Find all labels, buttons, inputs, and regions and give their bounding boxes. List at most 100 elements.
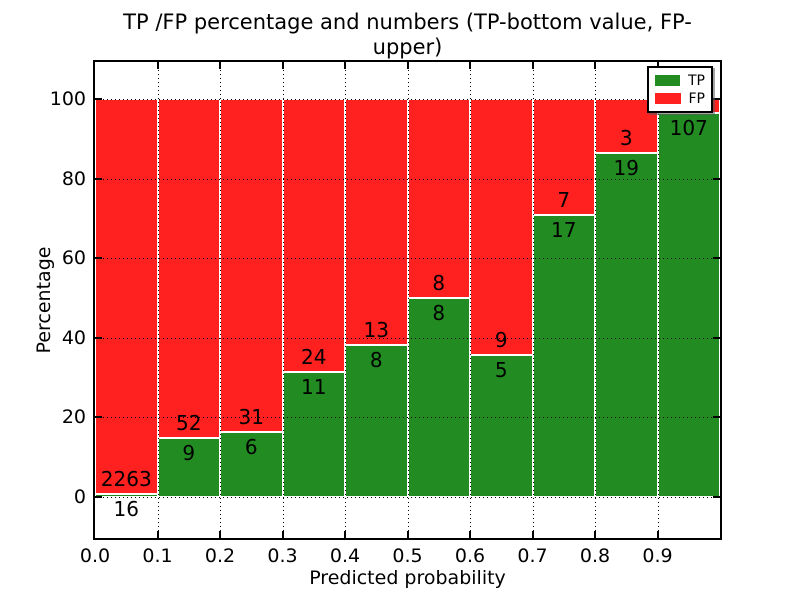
x-tick-mark bbox=[219, 531, 221, 538]
bar-segment-fp bbox=[470, 99, 533, 355]
y-tick-mark bbox=[713, 496, 720, 498]
bar-segment-tp bbox=[95, 494, 158, 497]
bar-segment-fp bbox=[282, 99, 345, 372]
bar-label-fp: 2263 bbox=[100, 467, 152, 492]
v-gridline bbox=[220, 62, 221, 538]
bar-segment-fp bbox=[157, 99, 220, 439]
bar-label-tp: 17 bbox=[551, 218, 577, 243]
bar-label-fp: 8 bbox=[432, 271, 446, 295]
v-gridline bbox=[470, 62, 471, 538]
x-tick-label: 0.1 bbox=[142, 545, 173, 567]
legend-label-tp: TP bbox=[688, 72, 705, 89]
bar-label-tp: 19 bbox=[613, 156, 639, 181]
x-tick-mark bbox=[531, 62, 534, 69]
x-tick-mark bbox=[656, 62, 659, 69]
v-gridline bbox=[407, 62, 409, 538]
bar-segment-tp bbox=[595, 153, 658, 497]
y-tick-mark bbox=[95, 416, 102, 419]
y-tick-mark bbox=[713, 416, 720, 419]
bar-label-tp: 8 bbox=[432, 301, 446, 325]
bar-segment-fp bbox=[95, 99, 158, 495]
x-axis-label: Predicted probability bbox=[309, 567, 506, 589]
bar-label-fp: 31 bbox=[238, 405, 264, 430]
y-tick-label: 100 bbox=[49, 88, 86, 110]
y-tick-mark bbox=[95, 177, 102, 180]
x-tick-label: 0.3 bbox=[267, 545, 298, 567]
bar-segment-fp bbox=[345, 99, 408, 346]
v-gridline bbox=[532, 62, 534, 538]
bar-label-tp: 8 bbox=[369, 348, 383, 373]
y-tick-label: 40 bbox=[61, 326, 86, 349]
x-tick-label: 0.7 bbox=[517, 545, 548, 567]
bar-label-fp: 24 bbox=[301, 344, 327, 369]
chart-title-line1: TP /FP percentage and numbers (TP-bottom… bbox=[123, 10, 692, 59]
y-tick-label: 0 bbox=[73, 486, 86, 508]
x-tick-label: 0.4 bbox=[329, 545, 361, 567]
legend-swatch-tp-icon bbox=[655, 75, 680, 86]
x-tick-mark bbox=[406, 531, 409, 538]
bar-segment-fp bbox=[220, 99, 283, 433]
x-tick-label: 0.5 bbox=[392, 545, 423, 567]
legend: TP FP bbox=[647, 66, 713, 113]
bar-label-tp: 16 bbox=[113, 497, 139, 522]
bar-label-fp: 13 bbox=[363, 318, 389, 343]
v-gridline bbox=[595, 62, 596, 538]
y-tick-mark bbox=[95, 257, 102, 260]
x-tick-label: 0.2 bbox=[204, 545, 236, 567]
bar-label-tp: 5 bbox=[494, 357, 508, 382]
bar-segment-tp bbox=[345, 345, 408, 497]
x-tick-label: 0.6 bbox=[454, 545, 486, 567]
x-tick-mark bbox=[156, 531, 159, 538]
x-tick-mark bbox=[594, 531, 596, 538]
y-tick-mark bbox=[95, 336, 102, 339]
x-tick-label: 0.9 bbox=[642, 545, 673, 567]
y-tick-label: 60 bbox=[61, 247, 86, 270]
plot-area: 2263 16 52 9 31 6 24 11 13 8 8 8 9 5 7 17 3 19 107 bbox=[93, 60, 722, 540]
bar-segment-tp bbox=[657, 113, 720, 497]
bar-segment-tp bbox=[220, 432, 283, 497]
y-tick-mark bbox=[713, 336, 720, 339]
bar-label-tp: 9 bbox=[182, 441, 196, 466]
y-tick-mark bbox=[713, 257, 720, 260]
bar-label-fp: 3 bbox=[619, 126, 633, 151]
bar-label-fp: 9 bbox=[494, 327, 508, 352]
v-gridline bbox=[657, 62, 659, 538]
bar-label-fp: 7 bbox=[557, 188, 571, 213]
bar-segment-tp bbox=[532, 215, 595, 497]
y-tick-label: 80 bbox=[61, 167, 86, 190]
v-gridline bbox=[282, 62, 284, 538]
legend-swatch-fp-icon bbox=[655, 93, 681, 104]
legend-item-fp: FP bbox=[655, 91, 705, 106]
x-tick-mark bbox=[406, 62, 409, 69]
legend-label-fp: FP bbox=[688, 90, 706, 107]
bar-label-tp: 107 bbox=[669, 116, 708, 141]
v-gridline bbox=[345, 62, 346, 538]
x-tick-mark bbox=[344, 531, 346, 538]
bar-segment-tp bbox=[407, 298, 470, 497]
x-tick-label: 0.8 bbox=[579, 545, 611, 567]
bar-label-fp: 52 bbox=[176, 411, 202, 436]
x-tick-mark bbox=[531, 531, 534, 538]
x-tick-mark bbox=[281, 62, 284, 69]
x-tick-mark bbox=[156, 62, 159, 69]
x-tick-mark bbox=[469, 531, 471, 538]
bar-segment-fp bbox=[407, 99, 470, 298]
x-tick-mark bbox=[594, 62, 596, 69]
y-tick-mark bbox=[95, 98, 102, 100]
y-tick-label: 20 bbox=[61, 406, 86, 429]
v-gridline bbox=[157, 62, 159, 538]
x-tick-mark bbox=[469, 62, 471, 69]
x-tick-mark bbox=[344, 62, 346, 69]
x-tick-mark bbox=[281, 531, 284, 538]
bar-label-tp: 6 bbox=[244, 435, 258, 460]
x-tick-mark bbox=[656, 531, 659, 538]
x-tick-mark bbox=[219, 62, 221, 69]
bar-label-tp: 11 bbox=[301, 374, 327, 399]
legend-item-tp: TP bbox=[655, 73, 705, 88]
bar-segment-tp bbox=[157, 438, 220, 497]
y-tick-mark bbox=[713, 177, 720, 180]
y-tick-mark bbox=[95, 496, 102, 498]
y-tick-mark bbox=[713, 98, 720, 100]
x-tick-label: 0.0 bbox=[79, 545, 111, 567]
